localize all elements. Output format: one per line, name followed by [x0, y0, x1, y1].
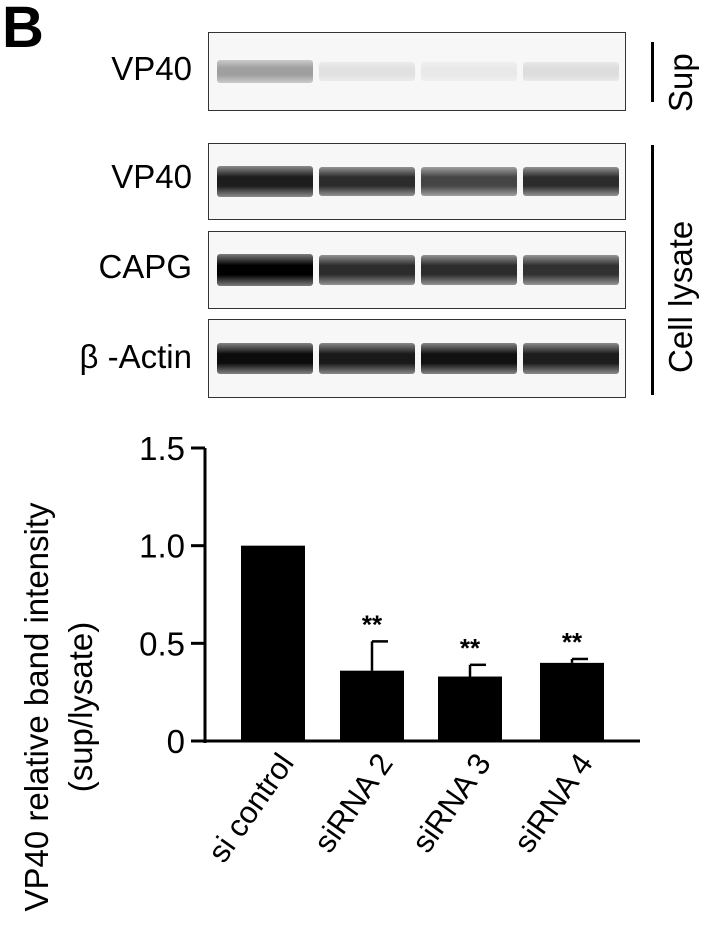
bar-4	[540, 662, 604, 741]
y-axis-title: VP40 relative band intensity (sup/lysate…	[18, 502, 99, 912]
y-tick-label: 1.5	[139, 430, 185, 467]
band-lane-2	[319, 61, 415, 82]
y-tick-label: 0	[167, 723, 185, 760]
bar-1	[241, 545, 305, 741]
significance-label-4: **	[562, 627, 583, 657]
panel-label: B	[2, 0, 44, 60]
band-lane-1	[217, 342, 313, 375]
band-lane-4	[523, 61, 619, 82]
blot-actin	[208, 319, 626, 398]
bar-3	[438, 676, 502, 741]
sup-group-label: Sup	[662, 53, 699, 112]
band-lane-4	[523, 166, 619, 197]
band-lane-4	[523, 255, 619, 285]
band-lane-1	[217, 166, 313, 197]
bar-chart: VP40 relative band intensity (sup/lysate…	[18, 430, 640, 912]
blot-row-label-actin: β -Actin	[79, 338, 192, 375]
band-lane-2	[319, 166, 415, 197]
x-tick-label-2: siRNA 2	[307, 747, 400, 859]
x-tick-label-1: si control	[201, 747, 301, 869]
blot-row-label-vp40-lysate: VP40	[111, 158, 192, 195]
y-tick-label: 1.0	[139, 528, 185, 565]
band-lane-1	[217, 254, 313, 286]
y-axis-title-line-1: VP40 relative band intensity	[18, 502, 55, 912]
band-lane-4	[523, 343, 619, 374]
blot-vp40-sup	[208, 32, 626, 111]
blot-vp40-lysate	[208, 143, 626, 220]
blot-capg	[208, 231, 626, 309]
x-tick-label-4: siRNA 4	[507, 747, 600, 859]
band-lane-3	[421, 62, 517, 81]
significance-label-2: **	[362, 609, 383, 639]
blot-row-label-vp40-sup: VP40	[111, 50, 192, 87]
band-lane-3	[421, 255, 517, 285]
y-tick-label: 0.5	[139, 625, 185, 662]
x-tick-label-3: siRNA 3	[405, 747, 498, 859]
band-lane-2	[319, 255, 415, 285]
blot-row-label-capg: CAPG	[98, 248, 192, 285]
bar-2	[340, 670, 404, 741]
sup-bracket	[651, 42, 654, 102]
significance-label-3: **	[460, 633, 481, 663]
band-lane-3	[421, 167, 517, 196]
lysate-group-label: Cell lysate	[662, 220, 699, 373]
band-lane-2	[319, 343, 415, 374]
band-lane-3	[421, 342, 517, 374]
lysate-bracket	[651, 145, 654, 395]
y-axis-title-line-2: (sup/lysate)	[62, 622, 99, 793]
band-lane-1	[217, 60, 313, 83]
